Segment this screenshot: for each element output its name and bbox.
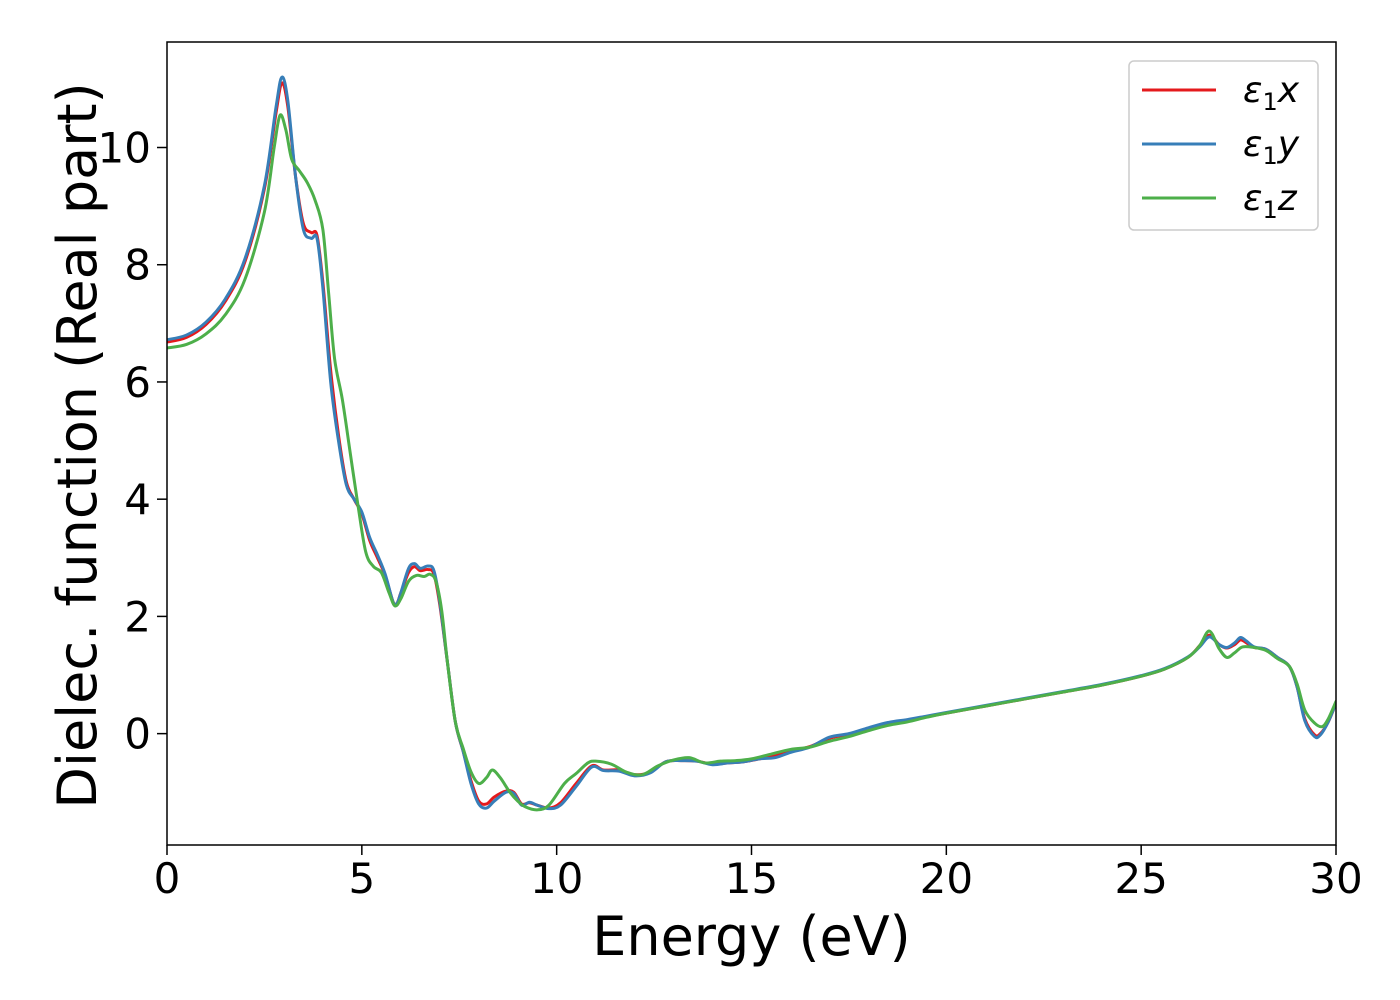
legend-label-z: ε1z <box>1243 178 1298 224</box>
y-tick-label: 2 <box>124 592 151 641</box>
y-axis: 0 2 4 6 8 10 <box>98 124 167 759</box>
y-axis-label: Dielec. function (Real part) <box>46 82 109 808</box>
legend-label-base: ε <box>1243 124 1262 165</box>
y-tick-label: 4 <box>124 475 151 524</box>
legend-label-x: ε1x <box>1243 70 1300 116</box>
x-tick-label: 10 <box>530 854 583 903</box>
y-tick-label: 8 <box>124 241 151 290</box>
legend-label-subscript: 1 <box>1262 196 1277 224</box>
y-tick-label: 10 <box>98 124 151 173</box>
legend-label-suffix: z <box>1277 178 1298 219</box>
legend-box <box>1128 60 1319 231</box>
x-tick-label: 25 <box>1114 854 1167 903</box>
legend-label-y: ε1y <box>1243 124 1300 170</box>
legend-label-subscript: 1 <box>1262 88 1277 116</box>
x-tick-label: 30 <box>1309 854 1362 903</box>
legend-label-subscript: 1 <box>1262 142 1277 170</box>
legend-label-base: ε <box>1243 178 1262 219</box>
y-tick-label: 0 <box>124 710 151 759</box>
x-tick-label: 5 <box>348 854 375 903</box>
series-line-z <box>167 113 1336 812</box>
legend-label-suffix: y <box>1277 124 1300 165</box>
legend-label-suffix: x <box>1277 70 1300 111</box>
x-tick-label: 15 <box>725 854 778 903</box>
x-tick-label: 0 <box>154 854 181 903</box>
x-axis-label: Energy (eV) <box>592 905 911 968</box>
series-line-y <box>167 75 1336 811</box>
x-tick-label: 20 <box>920 854 973 903</box>
y-tick-label: 6 <box>124 358 151 407</box>
series-layer <box>167 75 1336 812</box>
x-axis: 0 5 10 15 20 25 30 <box>154 845 1363 903</box>
legend-label-base: ε <box>1243 70 1262 111</box>
